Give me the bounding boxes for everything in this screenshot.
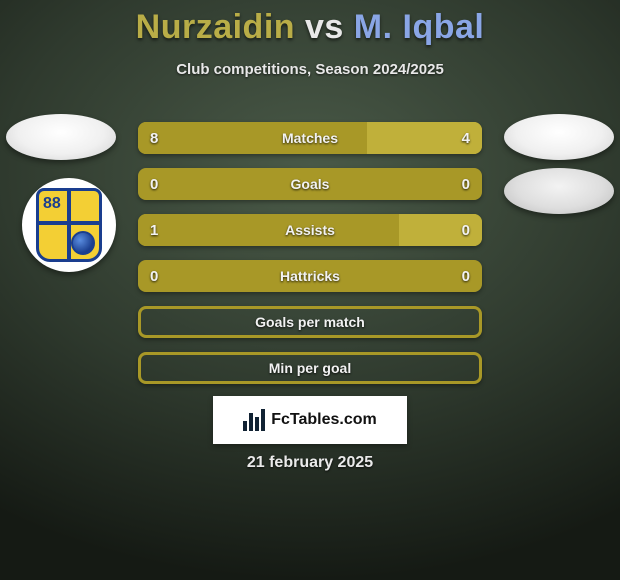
stat-label: Min per goal: [141, 355, 479, 381]
comparison-title: Nurzaidin vs M. Iqbal: [0, 0, 620, 47]
stat-row: Goals per match: [138, 306, 482, 338]
stat-label: Goals: [138, 168, 482, 200]
stat-label: Goals per match: [141, 309, 479, 335]
branding-text: FcTables.com: [271, 411, 377, 429]
player2-name: M. Iqbal: [354, 8, 485, 46]
stat-label: Assists: [138, 214, 482, 246]
branding-box[interactable]: FcTables.com: [213, 396, 407, 444]
player1-name: Nurzaidin: [136, 8, 295, 46]
stat-label: Hattricks: [138, 260, 482, 292]
stat-row: 84Matches: [138, 122, 482, 154]
stat-row: 10Assists: [138, 214, 482, 246]
player1-avatar: [6, 114, 116, 160]
player1-club-badge: 88: [22, 178, 116, 272]
badge-ball-icon: [71, 231, 95, 255]
vs-label: vs: [305, 8, 344, 46]
branding-chart-icon: [243, 409, 265, 431]
stat-row: 00Goals: [138, 168, 482, 200]
badge-number: 88: [43, 195, 61, 213]
date-label: 21 february 2025: [0, 454, 620, 472]
stat-row: 00Hattricks: [138, 260, 482, 292]
player2-avatar: [504, 114, 614, 160]
player2-club-avatar: [504, 168, 614, 214]
stat-row: Min per goal: [138, 352, 482, 384]
subtitle: Club competitions, Season 2024/2025: [0, 61, 620, 78]
stat-label: Matches: [138, 122, 482, 154]
stats-bars: 84Matches 00Goals 10Assists 00Hattricks Goal…: [138, 122, 482, 398]
